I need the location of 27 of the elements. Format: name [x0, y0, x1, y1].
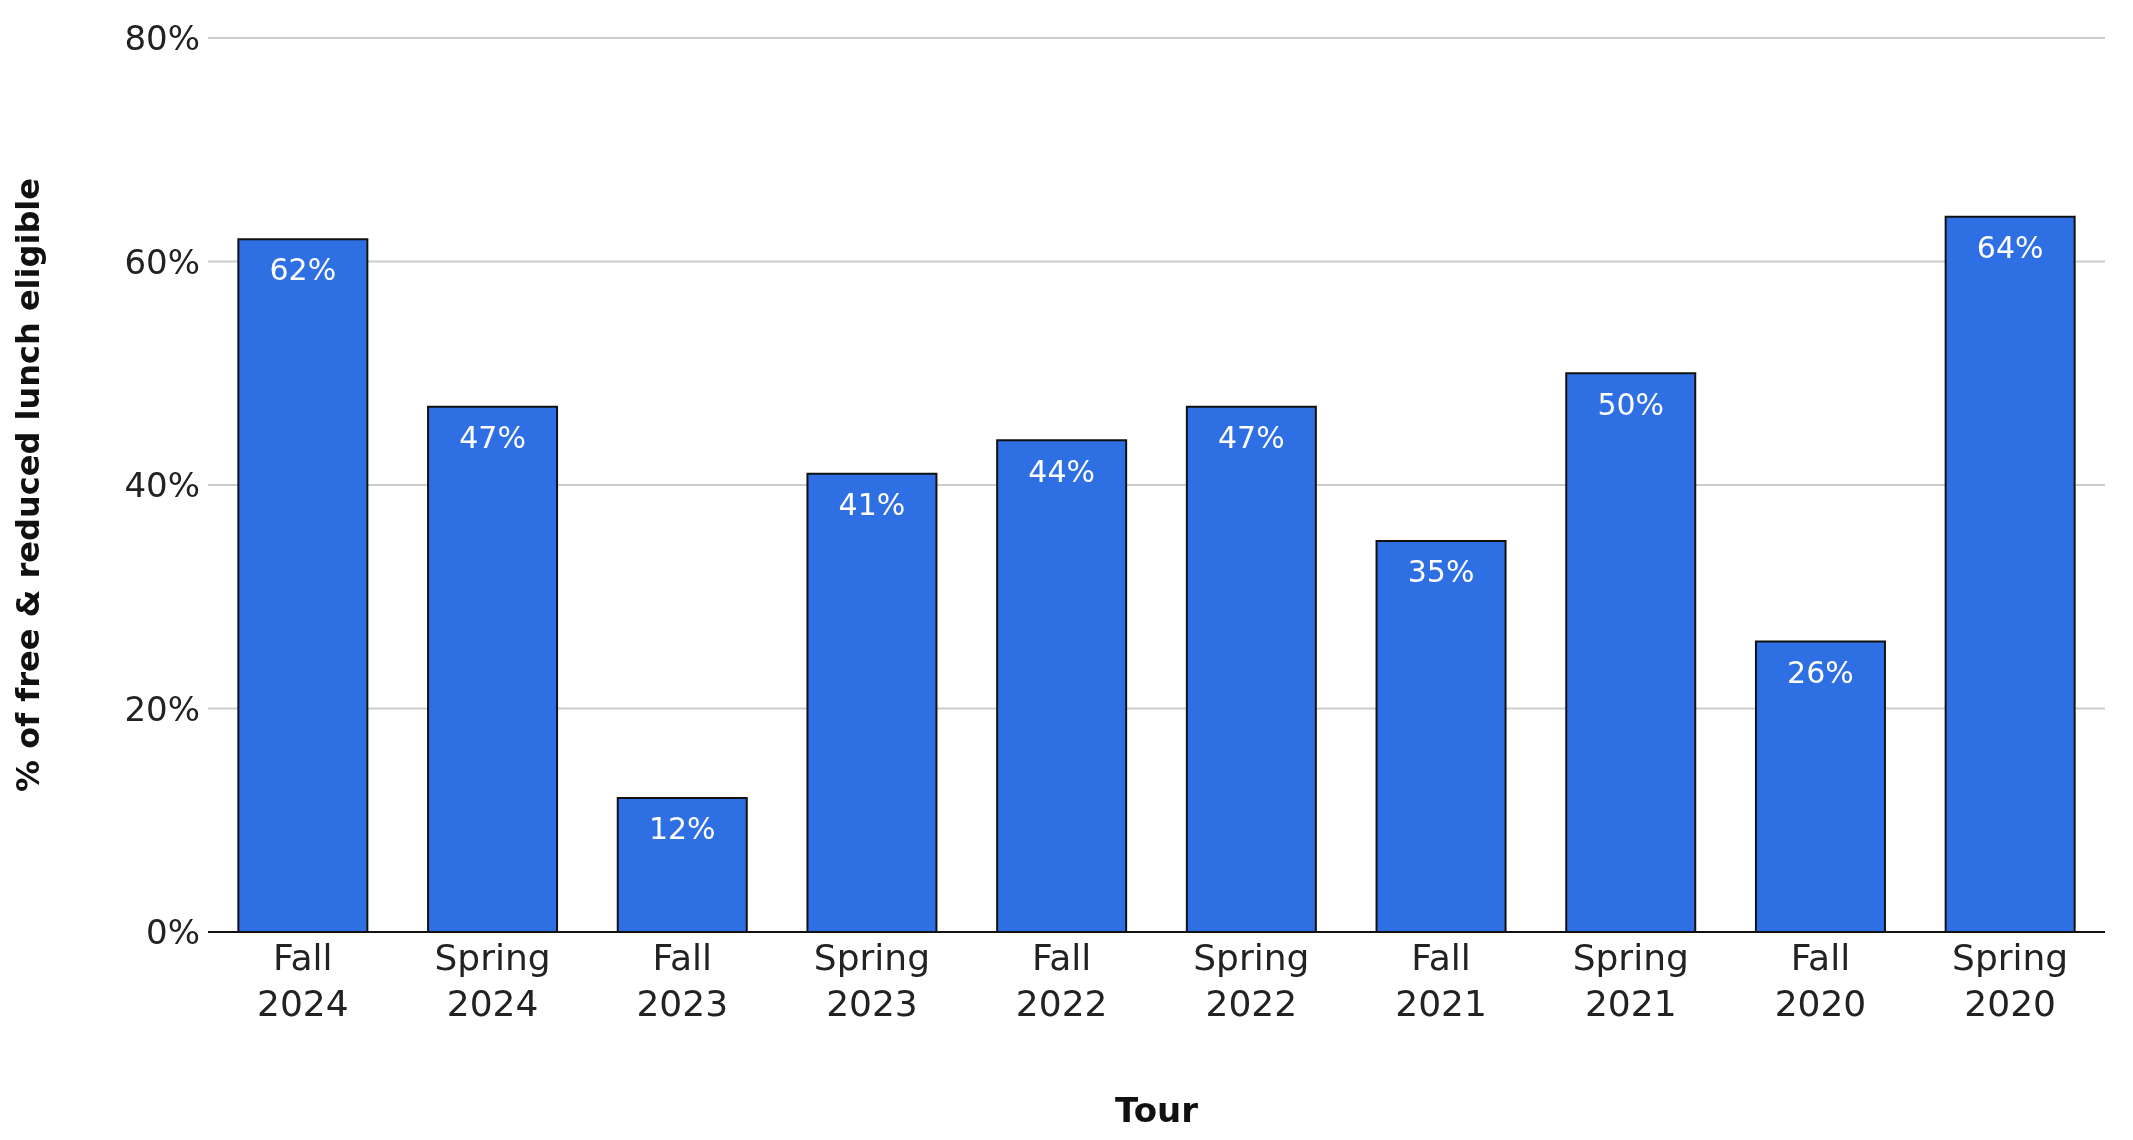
data-label: 50%: [1597, 386, 1665, 422]
y-tick-label: 40%: [124, 465, 200, 506]
data-label: 62%: [269, 252, 337, 288]
x-tick-label: Fall 2023: [636, 937, 729, 1024]
x-tick-label: Spring 2022: [1193, 937, 1310, 1024]
data-label: 47%: [1218, 420, 1285, 456]
data-label: 47%: [459, 420, 526, 456]
x-tick-label: Fall 2021: [1395, 937, 1487, 1024]
y-tick-label: 20%: [124, 688, 200, 729]
x-tick-label: Fall 2024: [257, 937, 349, 1024]
y-axis-title: % of free & reduced lunch eligible: [9, 178, 48, 792]
x-axis-title: Tour: [1114, 1090, 1199, 1130]
y-tick-label: 60%: [124, 241, 200, 282]
data-label: 12%: [648, 811, 716, 847]
y-tick-label: 0%: [146, 912, 200, 953]
y-tick-label: 80%: [124, 18, 200, 59]
x-tick-label: Spring 2024: [434, 937, 551, 1024]
x-tick-label: Spring 2023: [813, 937, 931, 1024]
data-label: 64%: [1976, 230, 2044, 266]
x-tick-label: Fall 2020: [1774, 937, 1867, 1024]
data-label: 41%: [838, 487, 906, 523]
data-label: 26%: [1787, 654, 1854, 690]
x-tick-label: Fall 2022: [1015, 937, 1108, 1024]
data-label: 35%: [1407, 554, 1475, 590]
data-label: 44%: [1028, 453, 1095, 489]
x-tick-label: Spring 2020: [1952, 937, 2069, 1024]
x-tick-label: Spring 2021: [1572, 937, 1689, 1024]
